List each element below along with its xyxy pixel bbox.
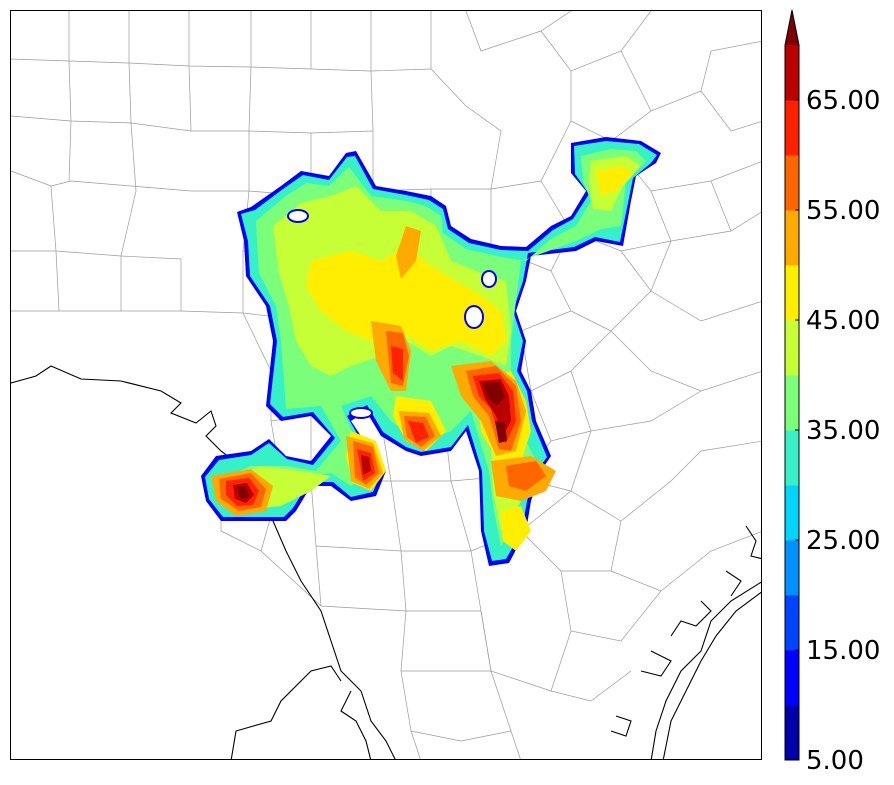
coastline bbox=[11, 365, 761, 759]
colorbar-tick-label: 65.00 bbox=[806, 86, 880, 116]
colorbar-segment bbox=[785, 210, 799, 266]
map-panel bbox=[10, 10, 762, 760]
colorbar-segment bbox=[785, 375, 799, 431]
colorbar-segment bbox=[785, 430, 799, 486]
colorbar-segments bbox=[784, 9, 800, 761]
colorbar: 5.00 15.00 25.00 35.00 45.00 55.00 65.00 bbox=[784, 9, 880, 776]
colorbar-segment bbox=[785, 540, 799, 596]
colorbar-segment bbox=[785, 320, 799, 376]
colorbar-tick-label: 5.00 bbox=[806, 746, 864, 776]
colorbar-extend-arrow bbox=[785, 10, 799, 45]
radar-reflectivity-field bbox=[201, 137, 661, 566]
colorbar-tick-label: 25.00 bbox=[806, 526, 880, 556]
colorbar-segment bbox=[785, 705, 799, 761]
reflectivity-map bbox=[11, 11, 761, 759]
colorbar-segment bbox=[785, 650, 799, 706]
colorbar-segment bbox=[785, 595, 799, 651]
colorbar-segment bbox=[785, 265, 799, 321]
colorbar-segment bbox=[785, 100, 799, 156]
county-boundaries bbox=[11, 11, 761, 759]
colorbar-tick-label: 35.00 bbox=[806, 416, 880, 446]
colorbar-tick-label: 45.00 bbox=[806, 306, 880, 336]
colorbar-tick-label: 55.00 bbox=[806, 196, 880, 226]
colorbar-ticks: 5.00 15.00 25.00 35.00 45.00 55.00 65.00 bbox=[795, 86, 880, 776]
colorbar-segment bbox=[785, 45, 799, 101]
colorbar-segment bbox=[785, 155, 799, 211]
colorbar-tick-label: 15.00 bbox=[806, 636, 880, 666]
colorbar-segment bbox=[785, 485, 799, 541]
